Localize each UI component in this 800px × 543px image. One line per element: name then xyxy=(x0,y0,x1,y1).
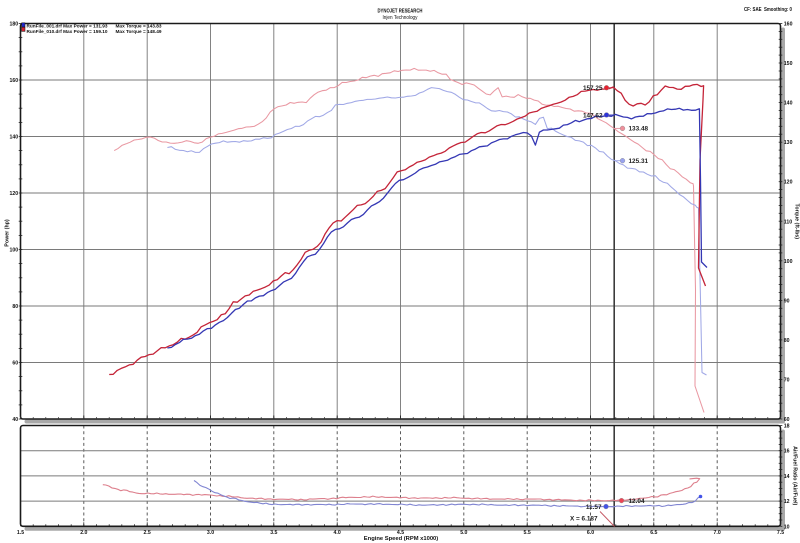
svg-text:140: 140 xyxy=(784,101,793,107)
svg-text:3.5: 3.5 xyxy=(270,530,277,536)
svg-text:7.5: 7.5 xyxy=(777,530,784,536)
svg-text:Injen Technology: Injen Technology xyxy=(383,15,418,21)
svg-text:16: 16 xyxy=(784,449,790,455)
svg-text:Torque (ft-lbs): Torque (ft-lbs) xyxy=(794,204,800,240)
svg-text:RunFile_001.drf Max Power = 13: RunFile_001.drf Max Power = 131.93 xyxy=(27,24,108,30)
svg-text:147.62: 147.62 xyxy=(583,112,603,119)
svg-text:60: 60 xyxy=(12,361,18,367)
svg-text:RunFile_010.drf Max Power = 15: RunFile_010.drf Max Power = 159.10 xyxy=(27,29,108,35)
svg-text:140: 140 xyxy=(10,135,19,141)
svg-text:Max Torque = 143.83: Max Torque = 143.83 xyxy=(116,24,162,30)
svg-text:Air/Fuel Ratio (Air/Fuel): Air/Fuel Ratio (Air/Fuel) xyxy=(792,446,798,505)
svg-text:11.57: 11.57 xyxy=(586,504,602,511)
svg-text:CF: SAE Smoothing: 0: CF: SAE Smoothing: 0 xyxy=(744,7,792,13)
svg-text:DYNOJET RESEARCH: DYNOJET RESEARCH xyxy=(378,9,423,15)
svg-text:5.0: 5.0 xyxy=(460,530,467,536)
svg-text:80: 80 xyxy=(784,338,790,344)
svg-text:6.0: 6.0 xyxy=(587,530,594,536)
svg-text:120: 120 xyxy=(784,180,793,186)
svg-text:12.04: 12.04 xyxy=(629,498,645,505)
svg-text:125.31: 125.31 xyxy=(629,158,649,165)
svg-text:Power (hp): Power (hp) xyxy=(5,219,11,247)
svg-text:150: 150 xyxy=(784,61,793,67)
svg-text:90: 90 xyxy=(784,298,790,304)
svg-text:2.5: 2.5 xyxy=(144,530,151,536)
svg-text:110: 110 xyxy=(784,219,792,225)
svg-text:3.0: 3.0 xyxy=(207,530,214,536)
svg-text:80: 80 xyxy=(12,304,18,310)
svg-text:Max Torque = 148.49: Max Torque = 148.49 xyxy=(116,29,162,35)
svg-text:1.5: 1.5 xyxy=(17,530,24,536)
svg-text:Engine Speed (RPM x1000): Engine Speed (RPM x1000) xyxy=(364,536,438,542)
svg-text:100: 100 xyxy=(784,259,793,265)
svg-text:60: 60 xyxy=(784,417,790,423)
svg-text:160: 160 xyxy=(784,22,793,28)
svg-text:180: 180 xyxy=(10,22,19,28)
svg-text:18: 18 xyxy=(784,424,790,430)
svg-text:X = 6.187: X = 6.187 xyxy=(570,516,598,523)
svg-text:12: 12 xyxy=(784,499,790,505)
svg-text:70: 70 xyxy=(784,377,790,383)
svg-text:6.5: 6.5 xyxy=(650,530,657,536)
svg-text:2.0: 2.0 xyxy=(80,530,87,536)
svg-text:157.25: 157.25 xyxy=(583,85,603,92)
svg-text:4.0: 4.0 xyxy=(334,530,341,536)
svg-text:10: 10 xyxy=(784,524,790,530)
svg-text:100: 100 xyxy=(10,248,19,254)
svg-text:160: 160 xyxy=(10,78,19,84)
svg-text:120: 120 xyxy=(10,191,19,197)
svg-text:130: 130 xyxy=(784,140,793,146)
svg-text:133.48: 133.48 xyxy=(629,126,649,133)
svg-text:14: 14 xyxy=(784,474,790,480)
svg-text:5.5: 5.5 xyxy=(524,530,531,536)
svg-text:4.5: 4.5 xyxy=(397,530,404,536)
svg-text:7.0: 7.0 xyxy=(714,530,721,536)
svg-text:40: 40 xyxy=(12,417,18,423)
